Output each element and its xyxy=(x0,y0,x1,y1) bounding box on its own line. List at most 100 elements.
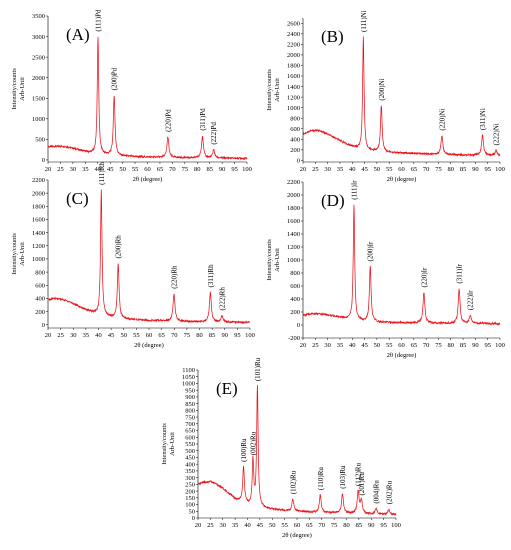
peak-label: (101)Ru xyxy=(254,357,262,381)
peak-label: (311)Ni xyxy=(479,108,487,130)
y-tick-label: 1200 xyxy=(287,244,300,251)
x-axis-label: 2θ (degree) xyxy=(387,352,417,359)
y-tick-label: 600 xyxy=(185,434,195,441)
y-tick-label: 800 xyxy=(290,115,300,122)
panel-a: 20 25 30 35 40 45 50 55 60 65 70 75 80 85 90 95 10005001… xyxy=(11,9,252,183)
x-tick-label: 100 xyxy=(245,332,255,339)
peak-label: (222)Ir xyxy=(467,290,475,310)
y-tick-label: 1100 xyxy=(182,367,195,374)
x-tick-label: 90 xyxy=(472,166,479,173)
y-tick-label: 400 xyxy=(290,296,300,303)
peak-label: (200)Pd xyxy=(111,67,119,90)
y-tick-label: 250 xyxy=(185,482,195,489)
y-tick-label: 700 xyxy=(185,421,195,428)
x-tick-label: 80 xyxy=(448,166,455,173)
y-tick-label: 100 xyxy=(185,502,195,509)
panel-e: 20 25 30 35 40 45 50 55 60 65 70 75 80 85 90 95 10005010… xyxy=(161,357,401,539)
peak-label: (200)Ni xyxy=(378,78,386,100)
x-tick-label: 20 xyxy=(300,166,307,173)
x-tick-label: 45 xyxy=(257,522,264,529)
x-tick-label: 35 xyxy=(232,522,239,529)
x-tick-label: 100 xyxy=(391,522,401,529)
x-tick-label: 95 xyxy=(484,342,491,349)
y-tick-label: 350 xyxy=(185,468,195,475)
x-tick-label: 20 xyxy=(45,332,52,339)
peak-label: (200)Ir xyxy=(367,241,375,261)
y-tick-label: 1000 xyxy=(182,381,195,388)
panel-label: (A) xyxy=(66,25,90,44)
y-tick-label: 300 xyxy=(185,475,195,482)
x-tick-label: 45 xyxy=(361,166,368,173)
y-tick-label: 800 xyxy=(35,269,45,276)
peak-label: (111)Rh xyxy=(98,162,106,185)
x-tick-label: 75 xyxy=(184,332,191,339)
y-tick-label: 1050 xyxy=(182,374,195,381)
panel-d: 20 25 30 35 40 45 50 55 60 65 70 75 80 85 90 95 100 -200 0… xyxy=(266,179,505,359)
x-tick-label: 25 xyxy=(57,332,64,339)
peak-label: (002)Ru xyxy=(249,431,257,455)
peak-label: (311)Pd xyxy=(199,108,207,131)
y-tick-label: 2200 xyxy=(287,42,300,49)
x-tick-label: 45 xyxy=(361,342,368,349)
y-tick-label: 1600 xyxy=(287,73,300,80)
y-tick-label: 2200 xyxy=(32,177,45,184)
x-tick-label: 50 xyxy=(119,166,126,173)
peak-label: (110)Ru xyxy=(317,467,325,491)
y-tick-label: 850 xyxy=(185,401,195,408)
x-tick-label: 90 xyxy=(472,342,479,349)
x-axis-label: 2θ (degree) xyxy=(282,532,312,539)
x-tick-label: 25 xyxy=(207,522,214,529)
x-tick-label: 100 xyxy=(242,166,252,173)
y-tick-label: 550 xyxy=(185,441,195,448)
y-tick-label: 2600 xyxy=(287,20,300,27)
x-tick-label: 60 xyxy=(144,166,151,173)
y-tick-label: 500 xyxy=(35,137,45,144)
peak-label: (220)Ir xyxy=(420,267,428,287)
x-tick-label: 75 xyxy=(435,342,442,349)
xrd-spectrum-line xyxy=(47,189,251,325)
y-axis-label: Intensity/counts xyxy=(266,239,273,281)
y-tick-label: 2000 xyxy=(287,52,300,59)
x-tick-label: 90 xyxy=(368,522,375,529)
x-tick-label: 80 xyxy=(343,522,350,529)
x-tick-label: 80 xyxy=(448,342,455,349)
x-tick-label: 35 xyxy=(337,166,344,173)
x-axis-label: 2θ (degree) xyxy=(133,176,163,183)
peak-label: (222)Rh xyxy=(218,287,226,311)
x-tick-label: 25 xyxy=(57,166,64,173)
x-tick-label: 40 xyxy=(349,166,356,173)
y-tick-label: 800 xyxy=(290,270,300,277)
x-tick-label: 45 xyxy=(107,166,114,173)
x-tick-label: 30 xyxy=(70,332,77,339)
peak-label: (220)Ni xyxy=(438,108,446,130)
y-tick-label: 1000 xyxy=(287,105,300,112)
x-tick-label: 95 xyxy=(231,166,238,173)
y-tick-label: 1400 xyxy=(287,84,300,91)
x-tick-label: 70 xyxy=(423,166,430,173)
xrd-spectrum-line xyxy=(47,36,248,161)
y-tick-label: 600 xyxy=(290,283,300,290)
y-axis-label: Arb-Unit xyxy=(274,78,281,102)
x-tick-label: 30 xyxy=(324,342,331,349)
x-tick-label: 65 xyxy=(411,342,418,349)
y-tick-label: 600 xyxy=(290,126,300,133)
y-tick-label: 1200 xyxy=(287,94,300,101)
y-tick-label: 2000 xyxy=(287,192,300,199)
y-tick-label: 750 xyxy=(185,414,195,421)
x-tick-label: 35 xyxy=(83,332,90,339)
y-tick-label: 0 xyxy=(297,322,300,329)
x-tick-label: 70 xyxy=(319,522,326,529)
y-tick-label: 1400 xyxy=(32,230,45,237)
y-tick-label: 200 xyxy=(290,309,300,316)
x-tick-label: 60 xyxy=(398,166,405,173)
peak-label: (111)Ir xyxy=(350,180,358,200)
peak-label: (112)Ru xyxy=(355,463,363,487)
y-axis-label: Arb-Unit xyxy=(274,248,281,272)
y-tick-label: 1600 xyxy=(32,217,45,224)
y-axis-label: Intensity/counts xyxy=(161,423,168,465)
y-tick-label: 900 xyxy=(185,394,195,401)
x-tick-label: 100 xyxy=(495,166,505,173)
peak-label: (200)Rh xyxy=(115,235,123,259)
x-tick-label: 70 xyxy=(171,332,178,339)
